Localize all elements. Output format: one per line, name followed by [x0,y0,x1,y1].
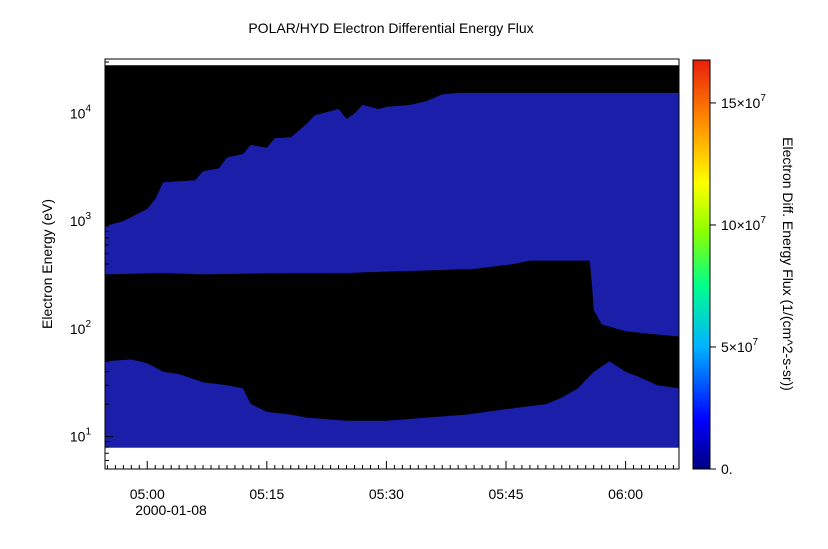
colorbar-tick-label-0: 0. [721,461,733,477]
x-tick-label-0: 05:00 [130,486,165,502]
colorbar-tick-label-2: 10×107 [721,215,766,233]
x-tick-label-3: 05:45 [488,486,523,502]
x-tick-label-2: 05:30 [369,486,404,502]
x-major-ticks: 05:00 05:15 05:30 05:45 06:00 [130,461,643,502]
plot-area [105,65,679,448]
date-label: 2000-01-08 [135,502,207,518]
x-tick-label-1: 05:15 [249,486,284,502]
y-tick-label-0: 101 [70,427,92,445]
colorbar [692,59,711,470]
x-minor-ticks [106,465,674,469]
y-axis-label: Electron Energy (eV) [39,199,55,329]
colorbar-tick-label-1: 5×107 [721,337,759,355]
colorbar-tick-label-3: 15×107 [721,93,766,111]
y-major-ticks: 101 102 103 104 [70,103,113,445]
chart-title: POLAR/HYD Electron Differential Energy F… [248,20,533,36]
y-tick-label-1: 102 [70,319,92,337]
upper-flux-band [105,92,679,337]
y-tick-label-3: 104 [70,103,92,121]
x-tick-label-4: 06:00 [608,486,643,502]
lower-flux-band [105,359,679,448]
colorbar-label: Electron Diff. Energy Flux (1/(cm^2-s-sr… [780,137,796,391]
y-tick-label-2: 103 [70,211,92,229]
colorbar-ticks: 0. 5×107 10×107 15×107 [710,93,766,477]
y-minor-ticks [105,61,109,470]
